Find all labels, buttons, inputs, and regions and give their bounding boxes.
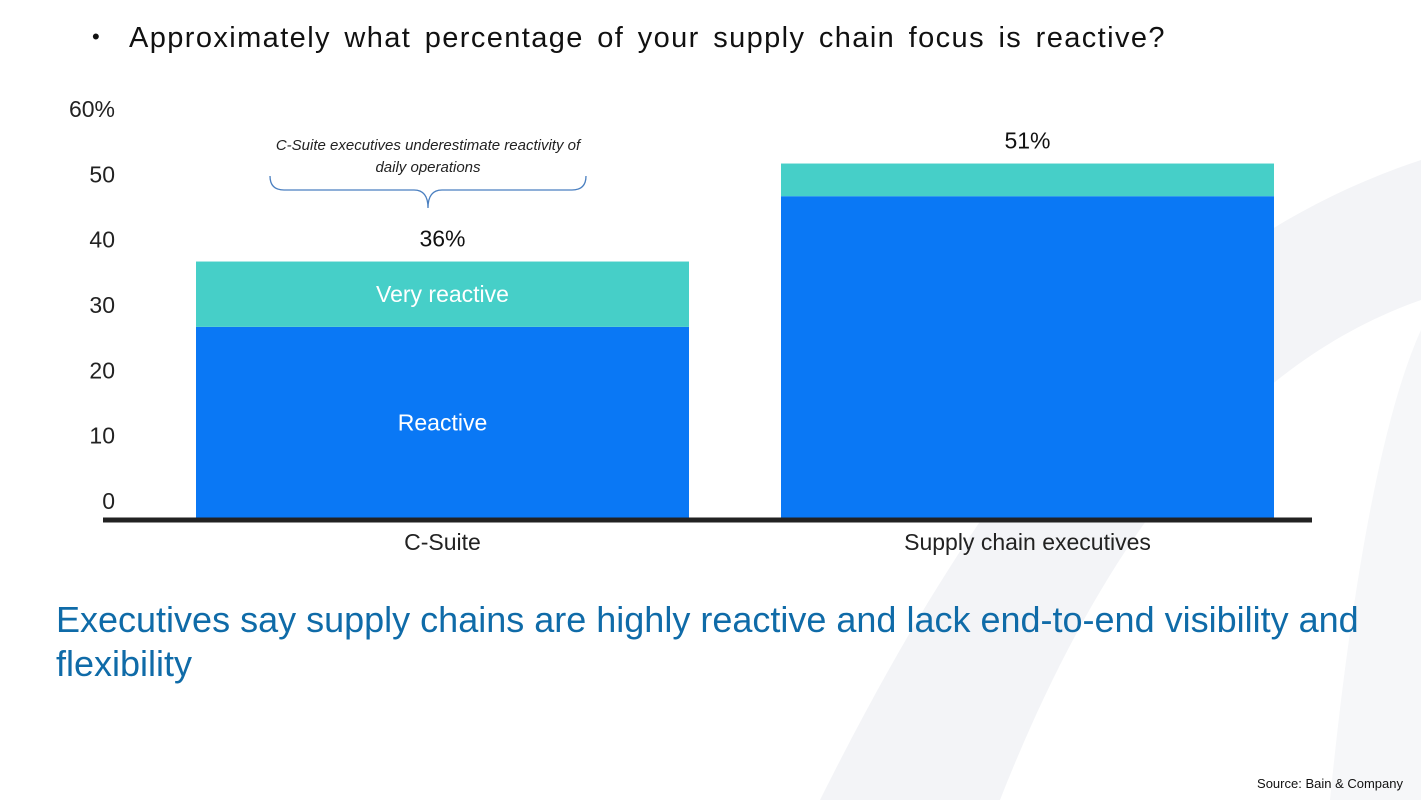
y-tick-label: 10 xyxy=(89,423,115,449)
bullet-point: • xyxy=(92,24,102,49)
question-text: Approximately what percentage of your su… xyxy=(129,22,1166,54)
x-category-label: Supply chain executives xyxy=(904,529,1151,555)
total-label: 51% xyxy=(1004,128,1050,154)
source-note: Source: Bain & Company xyxy=(1257,776,1403,791)
y-tick-label: 60% xyxy=(69,96,115,122)
bar-segment-very-reactive xyxy=(781,163,1274,197)
annotation-line-2: daily operations xyxy=(375,159,481,176)
y-tick-label: 40 xyxy=(89,227,115,253)
survey-question: • Approximately what percentage of your s… xyxy=(92,22,1166,55)
segment-label: Reactive xyxy=(398,409,487,435)
x-category-label: C-Suite xyxy=(404,529,481,555)
bar-segment-reactive xyxy=(196,326,689,518)
annotation-brace xyxy=(269,175,587,209)
y-tick-label: 0 xyxy=(102,488,115,514)
y-tick-label: 30 xyxy=(89,292,115,318)
annotation-line-1: C-Suite executives underestimate reactiv… xyxy=(276,137,582,154)
bar-segment-very-reactive xyxy=(196,261,689,327)
segment-label: Very reactive xyxy=(376,281,509,307)
stacked-bar-chart: 0 10 20 30 40 50 60% Reactive Very reactive 36% C-… xyxy=(69,96,1312,555)
bar-segment-reactive xyxy=(781,196,1274,518)
conclusion-text: Executives say supply chains are highly … xyxy=(56,599,1359,684)
total-label: 36% xyxy=(419,226,465,252)
y-tick-label: 20 xyxy=(89,357,115,383)
y-tick-label: 50 xyxy=(89,161,115,187)
